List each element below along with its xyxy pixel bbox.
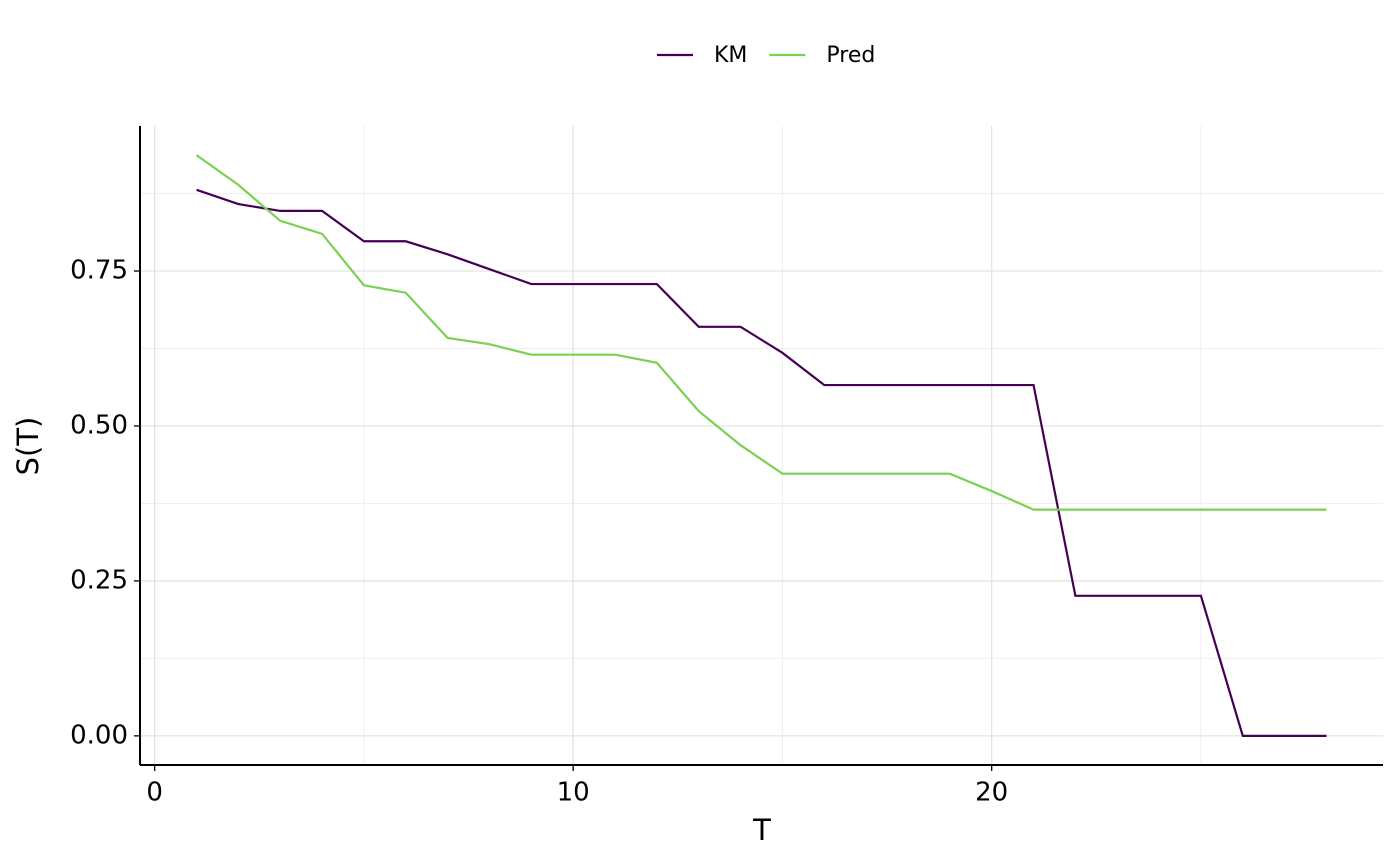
y-tick-label: 0.50	[70, 410, 128, 440]
x-tick-label: 10	[557, 778, 590, 808]
x-tick-label: 20	[975, 778, 1008, 808]
x-tick-label: 0	[146, 778, 163, 808]
y-axis-title: S(T)	[11, 417, 45, 476]
series-line	[195, 154, 1327, 511]
y-tick-label: 0.25	[70, 565, 128, 595]
series-line	[196, 188, 1327, 737]
x-axis-title: T	[752, 813, 771, 847]
y-tick-label: 0.00	[70, 720, 128, 750]
legend-label: Pred	[826, 43, 875, 68]
y-tick-label: 0.75	[70, 256, 128, 286]
legend-label: KM	[714, 43, 747, 68]
